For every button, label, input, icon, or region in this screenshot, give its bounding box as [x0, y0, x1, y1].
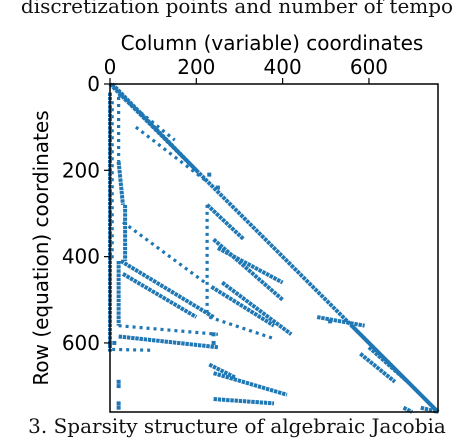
nonzero-point — [211, 332, 216, 337]
x-tick-label: 0 — [104, 55, 117, 79]
nonzero-segment — [316, 315, 365, 328]
nonzero-segment — [208, 362, 237, 380]
caption-bottom: 3. Sparsity structure of algebraic Jacob… — [28, 414, 446, 438]
plot-frame — [109, 83, 439, 413]
nonzero-segment — [118, 334, 219, 350]
nonzero-point — [207, 172, 212, 177]
y-tick-label: 600 — [62, 331, 100, 355]
x-tick-label: 600 — [350, 55, 388, 79]
y-tick-label: 0 — [87, 72, 100, 96]
nonzero-point — [116, 405, 121, 410]
data-marks — [108, 82, 440, 414]
nonzero-segment — [118, 324, 219, 336]
nonzero-segment — [110, 82, 198, 172]
nonzero-segment — [359, 352, 397, 384]
nonzero-segment — [134, 125, 211, 185]
x-axis-label: Column (variable) coordinates — [121, 31, 424, 55]
nonzero-segment — [117, 93, 176, 142]
caption-top: discretization points and number of temp… — [20, 0, 454, 18]
nonzero-segment — [119, 259, 215, 319]
nonzero-segment — [205, 203, 246, 241]
y-tick-label: 400 — [62, 245, 100, 269]
nonzero-point — [116, 401, 121, 406]
nonzero-segment — [213, 397, 275, 406]
nonzero-segment — [213, 371, 288, 397]
y-tick-label: 200 — [62, 158, 100, 182]
nonzero-segment — [112, 347, 154, 352]
nonzero-point — [116, 379, 121, 384]
y-axis-label: Row (equation) coordinates — [29, 110, 53, 385]
nonzero-segment — [121, 220, 206, 284]
nonzero-segment — [116, 161, 125, 206]
nonzero-point — [328, 319, 333, 324]
nonzero-point — [116, 384, 121, 389]
nonzero-segment — [121, 272, 198, 319]
axis-ticks: 0 200 400 600 0 200 400 600 — [62, 55, 388, 355]
nonzero-point — [211, 340, 216, 345]
x-tick-label: 400 — [264, 55, 302, 79]
nonzero-segment — [208, 315, 275, 341]
nonzero-segment — [367, 345, 410, 384]
nonzero-segment — [402, 405, 413, 414]
nonzero-point — [112, 340, 117, 345]
nonzero-segment — [216, 246, 284, 285]
nonzero-segment — [221, 280, 293, 336]
nonzero-point — [215, 185, 220, 190]
nonzero-segment — [212, 237, 284, 302]
nonzero-segment — [210, 285, 276, 328]
x-tick-label: 200 — [177, 55, 215, 79]
